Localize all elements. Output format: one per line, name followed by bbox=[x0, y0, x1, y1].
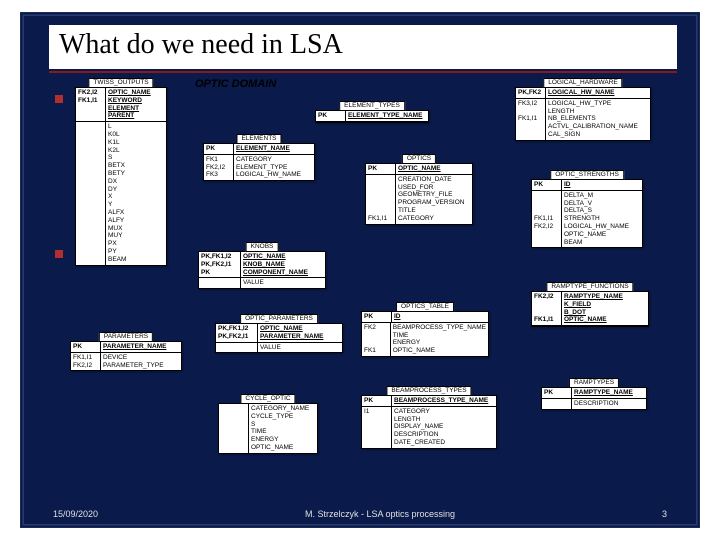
cols: VALUE bbox=[258, 343, 342, 353]
domain-label: OPTIC DOMAIN bbox=[195, 78, 276, 90]
table-ramptype-functions: RAMPTYPE_FUNCTIONS FK2,I2 FK1,I1 RAMPTYP… bbox=[531, 291, 649, 327]
name-col: OPTIC_NAME PARAMETER_NAME bbox=[258, 324, 342, 342]
cols: LOGICAL_HW_TYPE LENGTH NB_ELEMENTS ACTVL… bbox=[546, 99, 650, 140]
cols: VALUE bbox=[241, 278, 325, 288]
title-box: What do we need in LSA bbox=[49, 25, 677, 69]
cols: L K0L K1L K2L S BETX BETY DX DY X Y ALFX… bbox=[106, 122, 166, 264]
pk-col: PK bbox=[532, 180, 562, 190]
bullet-icon bbox=[55, 250, 63, 258]
pk-col: FK2,I2 FK1,I1 bbox=[76, 88, 106, 121]
footer: 15/09/2020 M. Strzelczyk - LSA optics pr… bbox=[23, 509, 697, 519]
cols: CREATION_DATE USED_FOR GEOMETRY_FILE PRO… bbox=[396, 175, 472, 224]
fk-col bbox=[199, 278, 241, 288]
table-title: LOGICAL_HARDWARE bbox=[543, 78, 622, 88]
pk-col: FK2,I2 FK1,I1 bbox=[532, 292, 562, 325]
cols: BEAMPROCESS_TYPE_NAME TIME ENERGY OPTIC_… bbox=[391, 323, 488, 356]
table-optics: OPTICS PK OPTIC_NAME FK1,I1 CREATION_DAT… bbox=[365, 163, 473, 225]
page-title: What do we need in LSA bbox=[59, 29, 667, 61]
cols: DELTA_M DELTA_V DELTA_S STRENGTH LOGICAL… bbox=[562, 191, 642, 248]
table-optic-strengths: OPTIC_STRENGTHS PK ID FK1,I1 FK2,I2 DELT… bbox=[531, 179, 643, 248]
pk-col: PK bbox=[204, 144, 234, 154]
table-title: ELEMENTS bbox=[236, 134, 281, 144]
table-parameters: PARAMETERS PK PARAMETER_NAME FK1,I1 FK2,… bbox=[70, 341, 182, 371]
fk-col bbox=[216, 343, 258, 353]
fk-col: FK1,I1 FK2,I2 bbox=[532, 191, 562, 248]
name-col: OPTIC_NAME KNOB_NAME COMPONENT_NAME bbox=[241, 252, 325, 277]
table-title: TWISS_OUTPUTS bbox=[88, 78, 153, 88]
table-title: KNOBS bbox=[246, 242, 279, 252]
fk-col: FK3,I2 FK1,I1 bbox=[516, 99, 546, 140]
table-title: ELEMENT_TYPES bbox=[339, 101, 405, 111]
table-beamprocess-types: BEAMPROCESS_TYPES PK BEAMPROCESS_TYPE_NA… bbox=[361, 395, 497, 449]
fk-col: FK2 FK1 bbox=[362, 323, 391, 356]
name-col: OPTIC_NAME bbox=[396, 164, 472, 174]
footer-page: 3 bbox=[662, 509, 667, 519]
table-cycle-optic: CYCLE_OPTIC CATEGORY_NAME CYCLE_TYPE S T… bbox=[218, 403, 318, 454]
table-optics-table: OPTICS_TABLE PK ID FK2 FK1 BEAMPROCESS_T… bbox=[361, 311, 489, 357]
footer-author: M. Strzelczyk - LSA optics processing bbox=[305, 509, 455, 519]
footer-date: 15/09/2020 bbox=[53, 509, 98, 519]
table-logical-hardware: LOGICAL_HARDWARE PK,FK2 LOGICAL_HW_NAME … bbox=[515, 87, 651, 141]
name-col: ID bbox=[392, 312, 488, 322]
name-col: ID bbox=[562, 180, 642, 190]
cols: CATEGORY_NAME CYCLE_TYPE S TIME ENERGY O… bbox=[249, 404, 317, 453]
name-col: ELEMENT_NAME bbox=[234, 144, 314, 154]
cols: DEVICE PARAMETER_TYPE bbox=[101, 353, 181, 371]
pk-col: PK bbox=[316, 111, 346, 121]
pk-col: PK bbox=[366, 164, 396, 174]
fk-col: FK1,I1 bbox=[366, 175, 396, 224]
pk-col: PK bbox=[71, 342, 101, 352]
bullet-icon bbox=[55, 95, 63, 103]
fk-col bbox=[76, 122, 106, 264]
name-col: LOGICAL_HW_NAME bbox=[546, 88, 650, 98]
name-col: RAMPTYPE_NAME K_FIELD B_DOT OPTIC_NAME bbox=[562, 292, 648, 325]
title-underline bbox=[49, 71, 677, 73]
table-title: RAMPTYPE_FUNCTIONS bbox=[546, 282, 633, 292]
pk-col: PK,FK1,I2 PK,FK2,I1 PK bbox=[199, 252, 241, 277]
table-element-types: ELEMENT_TYPES PK ELEMENT_TYPE_NAME bbox=[315, 110, 429, 123]
table-title: OPTIC_STRENGTHS bbox=[550, 170, 624, 180]
pk-col: PK bbox=[362, 396, 392, 406]
table-title: OPTIC_PARAMETERS bbox=[240, 314, 318, 324]
table-title: OPTICS bbox=[402, 154, 436, 164]
name-col: OPTIC_NAME KEYWORD ELEMENT PARENT bbox=[106, 88, 166, 121]
table-title: OPTICS_TABLE bbox=[396, 302, 454, 312]
pk-col: PK bbox=[542, 388, 572, 398]
fk-col: I1 bbox=[362, 407, 392, 448]
cols: CATEGORY LENGTH DISPLAY_NAME DESCRIPTION… bbox=[392, 407, 496, 448]
table-ramptypes: RAMPTYPES PK RAMPTYPE_NAME DESCRIPTION bbox=[541, 387, 647, 410]
table-twiss-outputs: TWISS_OUTPUTS FK2,I2 FK1,I1 OPTIC_NAME K… bbox=[75, 87, 167, 266]
cols: CATEGORY ELEMENT_TYPE LOGICAL_HW_NAME bbox=[234, 155, 314, 180]
fk-col bbox=[542, 399, 572, 409]
table-title: RAMPTYPES bbox=[569, 378, 619, 388]
table-elements: ELEMENTS PK ELEMENT_NAME FK1 FK2,I2 FK3 … bbox=[203, 143, 315, 181]
pk-col: PK,FK1,I2 PK,FK2,I1 bbox=[216, 324, 258, 342]
name-col: ELEMENT_TYPE_NAME bbox=[346, 111, 428, 121]
table-optic-parameters: OPTIC_PARAMETERS PK,FK1,I2 PK,FK2,I1 OPT… bbox=[215, 323, 343, 353]
name-col: BEAMPROCESS_TYPE_NAME bbox=[392, 396, 496, 406]
name-col: RAMPTYPE_NAME bbox=[572, 388, 646, 398]
fk-col: FK1,I1 FK2,I2 bbox=[71, 353, 101, 371]
name-col: PARAMETER_NAME bbox=[101, 342, 181, 352]
fk-col bbox=[219, 404, 249, 453]
slide: What do we need in LSA OPTIC DOMAIN TWIS… bbox=[20, 12, 700, 528]
table-knobs: KNOBS PK,FK1,I2 PK,FK2,I1 PK OPTIC_NAME … bbox=[198, 251, 326, 289]
fk-col: FK1 FK2,I2 FK3 bbox=[204, 155, 234, 180]
pk-col: PK bbox=[362, 312, 392, 322]
cols: DESCRIPTION bbox=[572, 399, 646, 409]
table-title: BEAMPROCESS_TYPES bbox=[386, 386, 471, 396]
pk-col: PK,FK2 bbox=[516, 88, 546, 98]
table-title: PARAMETERS bbox=[99, 332, 153, 342]
table-title: CYCLE_OPTIC bbox=[240, 394, 295, 404]
